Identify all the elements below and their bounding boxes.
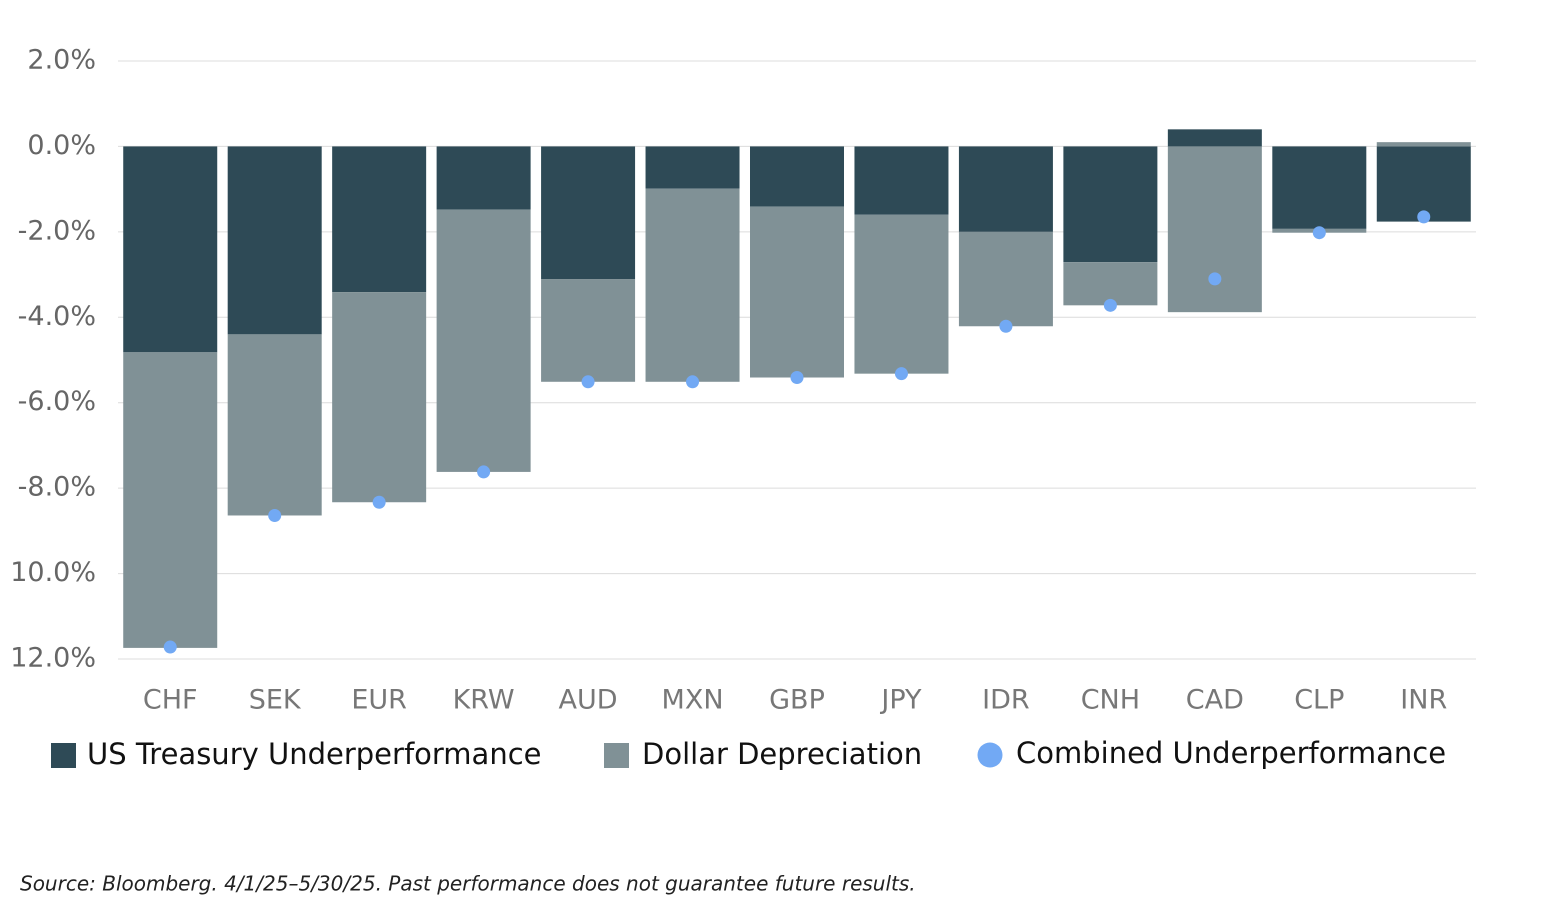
bar-segment xyxy=(227,146,322,335)
source-note: Source: Bloomberg. 4/1/25–5/30/25. Past … xyxy=(20,872,916,896)
combined-dot xyxy=(1312,226,1326,240)
y-tick-label: 2.0% xyxy=(27,45,96,76)
bar-segment xyxy=(750,146,844,207)
bar-segment xyxy=(645,188,740,382)
bar-segment xyxy=(1063,262,1158,306)
y-tick-label: -6.0% xyxy=(18,386,96,417)
bar-segment xyxy=(958,231,1053,327)
combined-dot xyxy=(894,367,908,381)
x-tick-label: CLP xyxy=(1294,685,1344,716)
bar-segment xyxy=(332,292,427,503)
bar-segment xyxy=(854,214,949,374)
x-tick-label: AUD xyxy=(559,685,618,716)
x-tick-label: EUR xyxy=(351,685,407,716)
y-tick-label: -8.0% xyxy=(18,472,96,503)
bar-segment xyxy=(1376,146,1471,222)
legend-label: Dollar Depreciation xyxy=(642,737,922,771)
combined-dot xyxy=(477,465,491,479)
x-tick-label: KRW xyxy=(453,685,515,716)
bar-segment xyxy=(645,146,740,189)
y-tick-label: 12.0% xyxy=(10,643,96,674)
y-tick-label: 10.0% xyxy=(10,557,96,588)
bar-segment xyxy=(123,352,218,648)
x-tick-label: MXN xyxy=(662,685,724,716)
combined-dot xyxy=(790,371,804,385)
x-tick-label: IDR xyxy=(982,685,1030,716)
bar-segment xyxy=(123,146,218,353)
y-tick-label: 0.0% xyxy=(27,130,96,161)
combined-dot xyxy=(268,508,282,522)
bar-segment xyxy=(332,146,427,293)
x-tick-label: GBP xyxy=(769,685,825,716)
bar-segment xyxy=(436,146,531,210)
bar-segment xyxy=(854,146,949,215)
x-tick-label: SEK xyxy=(249,685,302,716)
combined-dot xyxy=(999,319,1013,333)
bar-segment xyxy=(1063,146,1158,263)
combined-dot xyxy=(1103,298,1117,312)
x-tick-label: CHF xyxy=(143,685,198,716)
x-tick-label: CNH xyxy=(1081,685,1140,716)
bar-segment xyxy=(1167,129,1262,147)
bar-segment xyxy=(1272,146,1367,229)
x-tick-label: CAD xyxy=(1186,685,1244,716)
y-tick-label: -2.0% xyxy=(18,215,96,246)
legend-swatch xyxy=(51,743,76,768)
bar-segment xyxy=(1376,142,1471,147)
combined-dot xyxy=(163,640,177,654)
x-tick-label: JPY xyxy=(879,685,922,716)
bar-segment xyxy=(227,334,322,516)
combined-dot xyxy=(686,375,700,389)
bar-segment xyxy=(1167,146,1262,313)
legend-swatch xyxy=(977,742,1003,768)
legend-swatch xyxy=(604,743,629,768)
combined-dot xyxy=(372,495,386,509)
combined-dot xyxy=(1417,210,1431,224)
bar-segment xyxy=(750,206,844,378)
combined-dot xyxy=(1208,272,1222,286)
bar-segment xyxy=(958,146,1053,232)
legend-label: Combined Underperformance xyxy=(1016,736,1446,770)
legend-label: US Treasury Underperformance xyxy=(87,737,542,771)
bar-segment xyxy=(436,209,531,472)
combined-dot xyxy=(581,375,595,389)
y-tick-label: -4.0% xyxy=(18,301,96,332)
bar-segment xyxy=(541,146,636,280)
bar-segment xyxy=(541,279,636,382)
x-tick-label: INR xyxy=(1400,685,1447,716)
